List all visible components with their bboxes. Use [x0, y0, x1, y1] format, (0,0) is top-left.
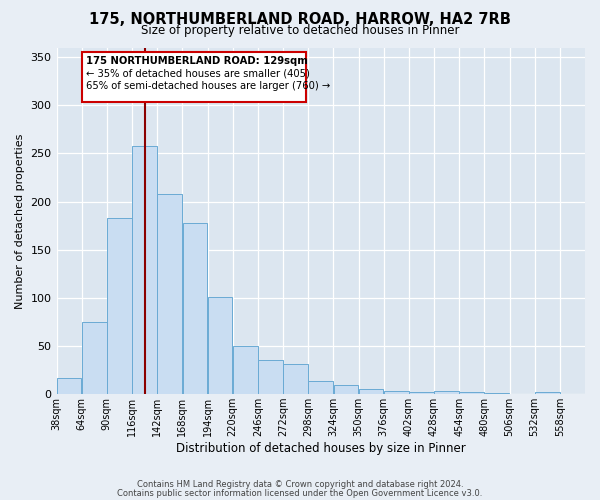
Bar	[157, 194, 182, 394]
Bar	[384, 392, 409, 394]
Text: Size of property relative to detached houses in Pinner: Size of property relative to detached ho…	[141, 24, 459, 37]
Text: 175, NORTHUMBERLAND ROAD, HARROW, HA2 7RB: 175, NORTHUMBERLAND ROAD, HARROW, HA2 7R…	[89, 12, 511, 28]
Text: Contains public sector information licensed under the Open Government Licence v3: Contains public sector information licen…	[118, 488, 482, 498]
Bar	[132, 146, 157, 394]
Bar	[535, 392, 560, 394]
Bar	[485, 393, 509, 394]
Bar	[460, 392, 484, 394]
Bar	[334, 384, 358, 394]
Text: Contains HM Land Registry data © Crown copyright and database right 2024.: Contains HM Land Registry data © Crown c…	[137, 480, 463, 489]
FancyBboxPatch shape	[82, 52, 306, 102]
Bar	[57, 378, 82, 394]
Text: 175 NORTHUMBERLAND ROAD: 129sqm: 175 NORTHUMBERLAND ROAD: 129sqm	[86, 56, 307, 66]
Text: 65% of semi-detached houses are larger (760) →: 65% of semi-detached houses are larger (…	[86, 81, 330, 91]
Y-axis label: Number of detached properties: Number of detached properties	[15, 133, 25, 308]
Bar	[359, 390, 383, 394]
Bar	[233, 346, 257, 394]
X-axis label: Distribution of detached houses by size in Pinner: Distribution of detached houses by size …	[176, 442, 466, 455]
Bar	[409, 392, 434, 394]
Bar	[82, 322, 107, 394]
Bar	[182, 223, 207, 394]
Bar	[434, 392, 459, 394]
Bar	[208, 297, 232, 394]
Text: ← 35% of detached houses are smaller (405): ← 35% of detached houses are smaller (40…	[86, 68, 310, 78]
Bar	[283, 364, 308, 394]
Bar	[107, 218, 132, 394]
Bar	[258, 360, 283, 394]
Bar	[308, 380, 333, 394]
